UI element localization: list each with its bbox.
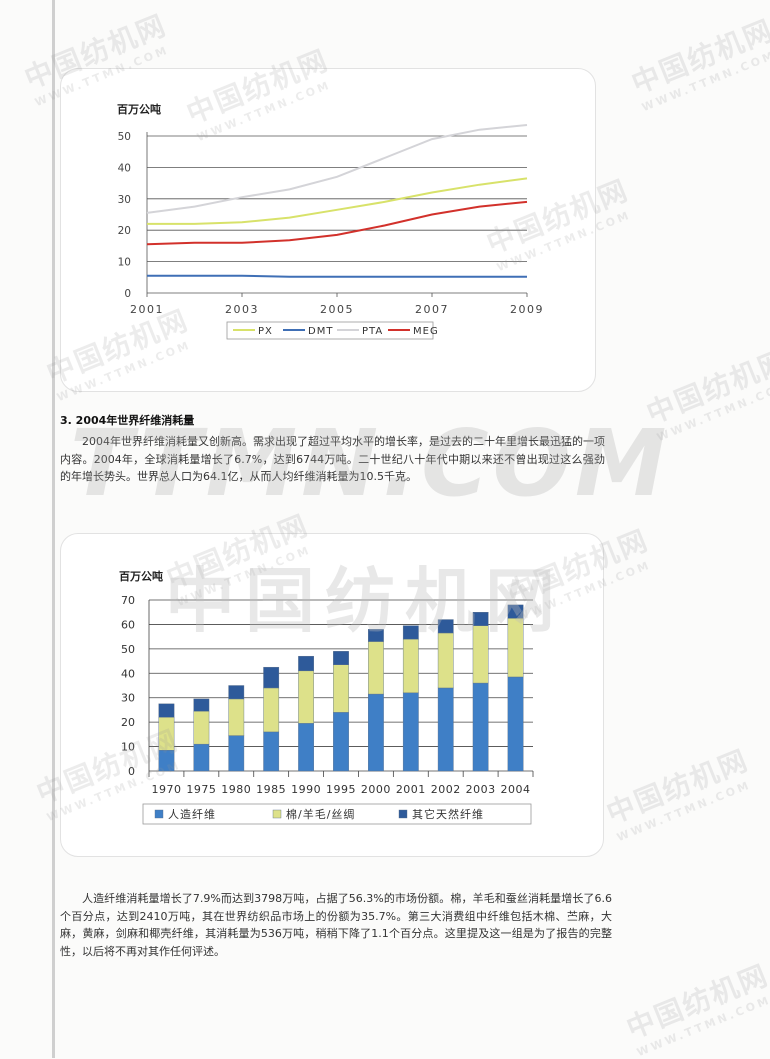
x-tick-label: 2002 (431, 783, 461, 796)
bar-segment (472, 612, 489, 626)
x-tick-label: 1985 (256, 783, 286, 796)
section-heading: 3. 2004年世界纤维消耗量 (60, 414, 195, 427)
y-tick-label: 20 (121, 716, 135, 729)
paragraph-2: 人造纤维消耗量增长了7.9%而达到3798万吨，占据了56.3%的市场份额。棉，… (60, 890, 612, 960)
bar-segment (298, 670, 314, 724)
bar-segment (507, 676, 524, 772)
series-line-dmt (147, 274, 527, 278)
x-tick-label: 2001 (130, 303, 164, 316)
x-tick-label: 1995 (326, 783, 356, 796)
bar-segment (158, 717, 175, 751)
legend-swatch (154, 809, 164, 819)
bar-segment (437, 687, 454, 772)
legend-label: DMT (308, 326, 333, 337)
x-tick-label: 2003 (225, 303, 259, 316)
legend-label: MEG (413, 326, 439, 337)
legend-label: 棉/羊毛/丝绸 (286, 807, 355, 821)
legend-label: PTA (362, 326, 383, 337)
bar-segment (402, 692, 419, 772)
y-tick-label: 50 (118, 131, 131, 143)
paragraph-1-text: 2004年世界纤维消耗量又创新高。需求出现了超过平均水平的增长率，是过去的二十年… (60, 435, 605, 483)
line-chart: 百万公吨 0 10 20 30 40 50 2001 2003 2005 2007 2009 PX DMT… (117, 102, 544, 340)
bar-segment (263, 666, 280, 689)
bar-segment (298, 655, 314, 672)
y-tick-label: 10 (118, 257, 131, 269)
bar-segment (368, 693, 384, 772)
x-tick-label: 1970 (151, 783, 181, 796)
bar-segment (298, 723, 314, 772)
y-tick-label: 20 (118, 225, 131, 237)
y-tick-label: 0 (128, 765, 135, 778)
legend-label: 其它天然纤维 (412, 807, 484, 821)
bar-segment (228, 735, 245, 772)
paragraph-2-text: 人造纤维消耗量增长了7.9%而达到3798万吨，占据了56.3%的市场份额。棉，… (60, 892, 613, 958)
bar-segment (368, 641, 384, 695)
bar-segment (368, 629, 384, 642)
x-tick-label: 2004 (501, 783, 531, 796)
bar-segment (263, 687, 280, 733)
bar-segment (158, 750, 175, 772)
bar-segment (228, 685, 245, 700)
series-line-pta (146, 124, 528, 214)
series-line-px (147, 177, 528, 225)
y-tick-label: 40 (118, 162, 131, 174)
bar-segment (472, 682, 489, 772)
bar-chart-card: 百万公吨 0 10 20 30 40 50 60 70 1970 1975 1980 1985 1990 1… (60, 533, 604, 857)
x-tick-label: 2007 (415, 303, 449, 316)
y-axis-label: 百万公吨 (119, 569, 163, 583)
bar-segment (402, 625, 419, 640)
y-tick-label: 30 (121, 692, 135, 705)
legend-swatch (398, 809, 408, 819)
bar-segment (507, 604, 524, 619)
y-tick-label: 70 (121, 594, 135, 607)
legend-swatch (272, 809, 282, 819)
bar-segment (437, 632, 454, 689)
x-tick-label: 2005 (320, 303, 354, 316)
line-chart-card: 百万公吨 0 10 20 30 40 50 2001 2003 2005 2007 2009 PX DMT… (60, 68, 596, 392)
y-axis-label: 百万公吨 (117, 102, 161, 116)
x-tick-label: 1975 (186, 783, 216, 796)
paragraph-1: 2004年世界纤维消耗量又创新高。需求出现了超过平均水平的增长率，是过去的二十年… (60, 433, 605, 486)
legend-label: PX (258, 326, 273, 337)
legend-label: 人造纤维 (168, 807, 216, 821)
bar-segment (193, 698, 210, 712)
x-tick-label: 2001 (396, 783, 426, 796)
y-tick-label: 40 (121, 667, 135, 680)
x-tick-label: 1990 (291, 783, 321, 796)
x-tick-label: 2000 (361, 783, 391, 796)
x-tick-label: 2009 (510, 303, 544, 316)
bar-segment (158, 703, 175, 718)
bar-segment (193, 743, 210, 772)
stacked-bar-chart: 百万公吨 0 10 20 30 40 50 60 70 1970 1975 1980 1985 1990 1… (119, 569, 534, 825)
bar-segment (437, 619, 454, 634)
page-margin-line (52, 0, 55, 1058)
bar-segment (263, 731, 280, 772)
bar-segment (193, 710, 210, 745)
y-tick-label: 50 (121, 643, 135, 656)
y-tick-label: 0 (124, 288, 131, 300)
x-tick-label: 1980 (221, 783, 251, 796)
bar-segment (333, 651, 349, 665)
y-tick-label: 60 (121, 618, 135, 631)
y-tick-label: 10 (121, 741, 135, 754)
bar-segment (333, 664, 349, 713)
legend-box (226, 321, 434, 340)
bar-segment (402, 638, 419, 694)
bar-segment (507, 618, 524, 678)
bar-segment (333, 712, 349, 772)
bar-segment (228, 698, 245, 736)
bar-segment (472, 625, 489, 684)
legend-box (142, 803, 532, 825)
series-line-meg (146, 200, 528, 246)
y-tick-label: 30 (118, 194, 131, 206)
x-tick-label: 2003 (466, 783, 496, 796)
